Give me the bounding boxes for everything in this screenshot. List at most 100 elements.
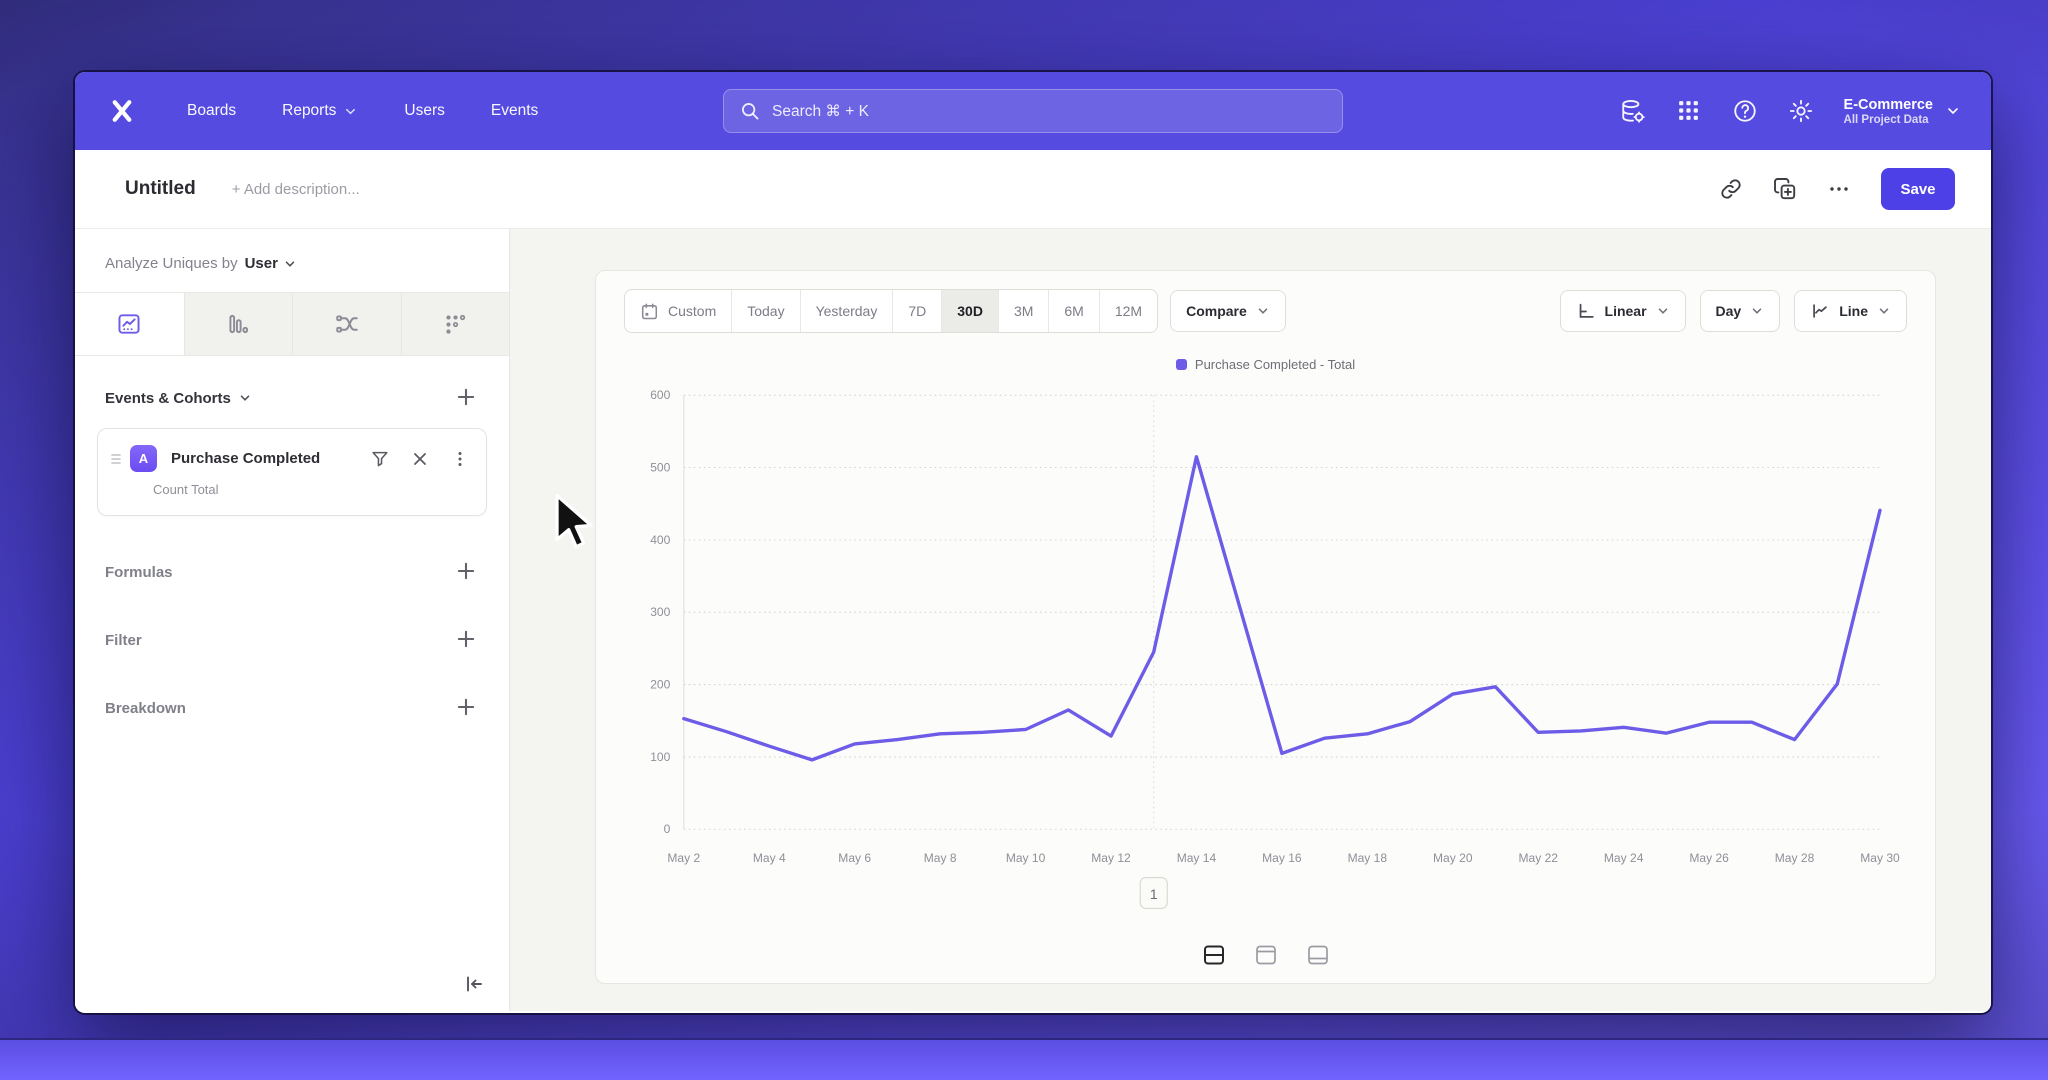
chart-legend: Purchase Completed - Total — [624, 357, 1907, 372]
help-icon[interactable] — [1732, 98, 1758, 124]
scale-dropdown[interactable]: Linear — [1559, 290, 1686, 332]
chart-display-controls: Linear Day Line — [1559, 290, 1907, 332]
event-name[interactable]: Purchase Completed — [171, 450, 321, 467]
y-axis-label: 300 — [650, 605, 670, 619]
panel-bottom-toggle[interactable] — [1298, 937, 1338, 973]
group-row-formulas: Formulas — [75, 516, 509, 584]
duplicate-icon[interactable] — [1773, 177, 1797, 201]
bar-chart-icon — [225, 311, 251, 337]
y-axis-label: 500 — [650, 460, 670, 474]
analyze-entity-dropdown[interactable]: User — [245, 255, 297, 272]
content-area: Analyze Uniques by User — [75, 229, 1991, 1011]
range-12m[interactable]: 12M — [1098, 290, 1157, 332]
group-row-breakdown: Breakdown — [75, 652, 509, 720]
event-card[interactable]: A Purchase Completed — [97, 428, 487, 516]
x-axis-label: May 4 — [753, 851, 786, 865]
search-input[interactable]: Search ⌘ + K — [723, 89, 1343, 133]
x-axis-label: May 2 — [667, 851, 700, 865]
nav-link-events[interactable]: Events — [490, 102, 539, 119]
group-label: Filter — [105, 631, 142, 649]
event-measure[interactable]: Count Total — [153, 482, 219, 497]
mixpanel-logo-icon[interactable] — [105, 94, 139, 128]
x-axis-label: May 24 — [1604, 851, 1644, 865]
add-event-button[interactable] — [455, 386, 479, 410]
events-section-toggle[interactable]: Events & Cohorts — [105, 390, 252, 407]
tab-bar-chart[interactable] — [183, 293, 293, 355]
report-main: Custom Today Yesterday 7D 30D 3M 6M 12M Compare… — [510, 229, 1991, 1011]
group-row-filter: Filter — [75, 584, 509, 652]
nav-link-users[interactable]: Users — [404, 102, 445, 119]
collapse-sidebar-button[interactable] — [463, 973, 485, 995]
add-filter-button[interactable] — [455, 628, 479, 652]
range-3m[interactable]: 3M — [997, 290, 1048, 332]
date-range-group: Custom Today Yesterday 7D 30D 3M 6M 12M — [624, 289, 1159, 333]
add-description[interactable]: + Add description... — [231, 180, 360, 198]
link-icon[interactable] — [1719, 177, 1743, 201]
chevron-down-icon — [1256, 304, 1270, 318]
split-rows-toggle[interactable] — [1194, 937, 1234, 973]
nav-right: E-Commerce All Project Data — [1620, 96, 1961, 126]
events-section-header: Events & Cohorts — [75, 356, 509, 410]
filter-funnel-icon[interactable] — [370, 449, 390, 469]
x-axis-label: May 30 — [1860, 851, 1900, 865]
add-formulas-button[interactable] — [455, 560, 479, 584]
chart-card: Custom Today Yesterday 7D 30D 3M 6M 12M Compare… — [595, 270, 1936, 984]
sidebar-groups: Formulas Filter Breakdown — [75, 516, 509, 720]
compare-button[interactable]: Compare — [1170, 290, 1286, 332]
event-badge: A — [130, 445, 157, 472]
more-icon[interactable] — [1827, 177, 1851, 201]
settings-gear-icon[interactable] — [1788, 98, 1814, 124]
apps-grid-icon[interactable] — [1676, 98, 1702, 124]
chart-type-dropdown[interactable]: Line — [1794, 290, 1907, 332]
pagination-page-button[interactable]: 1 — [1139, 876, 1168, 909]
remove-icon[interactable] — [410, 449, 430, 469]
range-6m[interactable]: 6M — [1048, 290, 1098, 332]
range-7d[interactable]: 7D — [892, 290, 941, 332]
save-button[interactable]: Save — [1881, 168, 1955, 210]
drag-handle-icon[interactable] — [110, 452, 122, 466]
range-30d[interactable]: 30D — [941, 290, 998, 332]
search-icon — [740, 101, 760, 121]
project-switcher[interactable]: E-Commerce All Project Data — [1844, 96, 1961, 126]
tab-insights[interactable] — [75, 293, 184, 355]
retention-grid-icon — [442, 311, 468, 337]
interval-dropdown[interactable]: Day — [1699, 290, 1781, 332]
line-chart[interactable]: 0 100 200 300 400 500 600 May 2 May 4 May 6 May 8 M… — [624, 374, 1907, 930]
query-sidebar: Analyze Uniques by User — [75, 229, 510, 1011]
nav-link-boards[interactable]: Boards — [187, 102, 237, 119]
range-custom[interactable]: Custom — [625, 290, 731, 332]
insights-line-chart-icon — [116, 311, 142, 337]
add-breakdown-button[interactable] — [455, 696, 479, 720]
x-axis-label: May 14 — [1177, 851, 1217, 865]
chevron-down-icon — [238, 391, 252, 405]
chevron-down-icon — [343, 104, 358, 119]
y-axis-label: 100 — [650, 750, 670, 764]
group-label: Breakdown — [105, 699, 186, 717]
y-axis-label: 0 — [664, 822, 671, 836]
legend-label[interactable]: Purchase Completed - Total — [1194, 357, 1356, 372]
legend-swatch — [1175, 359, 1187, 370]
page-title[interactable]: Untitled — [125, 178, 196, 199]
project-subtitle: All Project Data — [1843, 114, 1929, 127]
range-today[interactable]: Today — [731, 290, 799, 332]
svg-text:1: 1 — [1150, 886, 1158, 902]
view-tabs — [75, 292, 509, 356]
search-placeholder: Search ⌘ + K — [772, 102, 869, 120]
range-yesterday[interactable]: Yesterday — [799, 290, 893, 332]
x-axis-label: May 28 — [1775, 851, 1815, 865]
x-axis-label: May 12 — [1091, 851, 1131, 865]
data-management-icon[interactable] — [1620, 98, 1646, 124]
analyze-row: Analyze Uniques by User — [75, 229, 509, 292]
kebab-menu-icon[interactable] — [450, 449, 470, 469]
panel-top-toggle[interactable] — [1246, 937, 1286, 973]
nav-links: Boards Reports Users Events — [187, 102, 538, 120]
tab-retention[interactable] — [400, 293, 510, 355]
chevron-down-icon — [283, 257, 297, 271]
nav-link-reports[interactable]: Reports — [282, 102, 358, 120]
x-axis-label: May 6 — [838, 851, 871, 865]
x-axis-label: May 16 — [1262, 851, 1302, 865]
event-card-actions — [370, 449, 470, 469]
x-axis-label: May 26 — [1689, 851, 1729, 865]
axes-icon — [1579, 303, 1594, 318]
tab-flows[interactable] — [292, 293, 401, 355]
